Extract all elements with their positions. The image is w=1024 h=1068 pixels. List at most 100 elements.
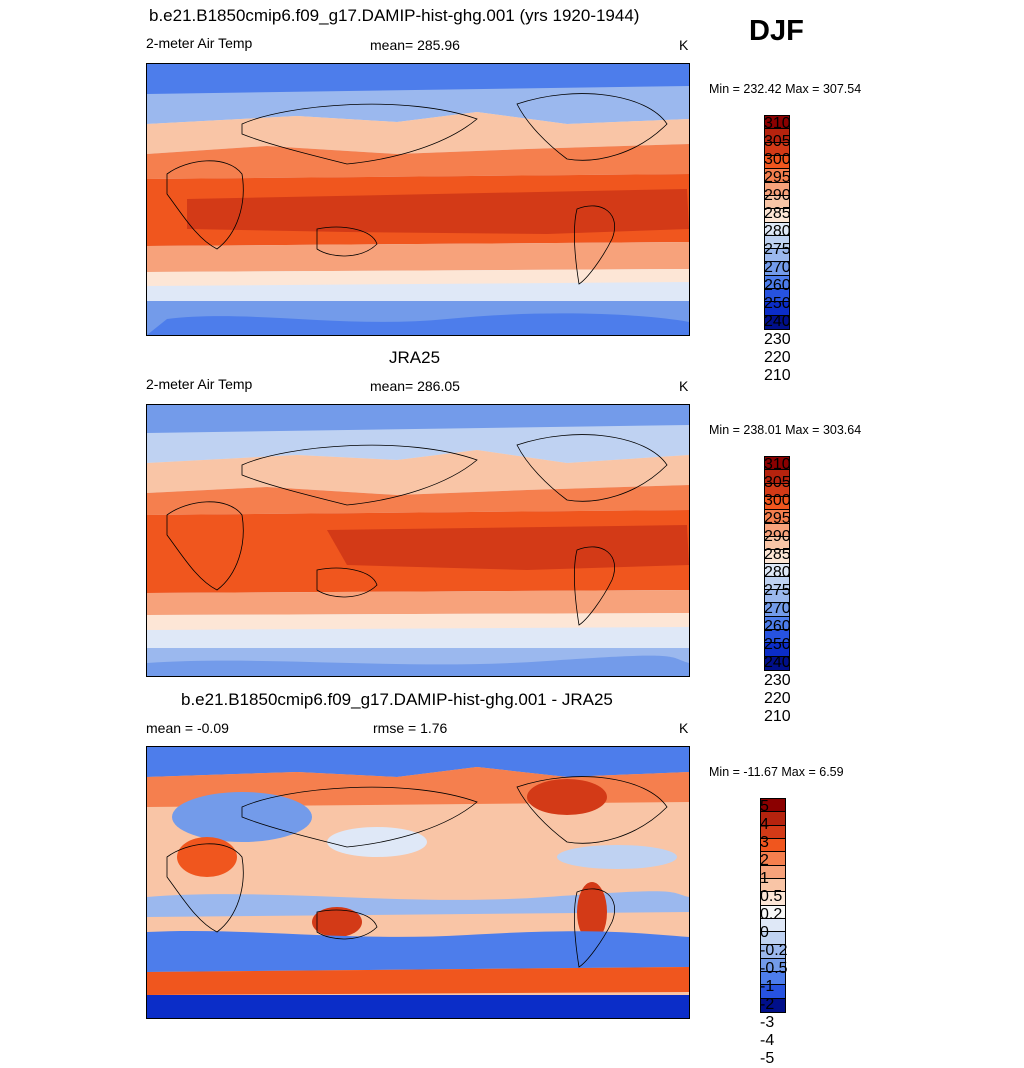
colorbar-tick-label: 2 [760,852,769,869]
colorbar-box [765,169,789,183]
panel1-temperature-field [147,64,689,335]
colorbar-tick-label: -0.2 [760,942,788,959]
colorbar-box [765,235,789,250]
colorbar-tick-label: 4 [760,816,769,833]
colorbar-box [765,603,789,617]
panel3-colorbar [760,798,786,1013]
colorbar-tick-label: 5 [760,798,769,815]
colorbar-box [765,155,789,170]
colorbar-box [761,865,785,879]
colorbar-tick-label: 3 [760,834,769,851]
colorbar-tick-label: 230 [764,331,791,348]
colorbar-box [761,852,785,866]
colorbar-box [761,825,785,839]
panel1-colorbar [764,115,790,330]
colorbar-tick-label: 290 [764,528,791,545]
panel3-title: b.e21.B1850cmip6.f09_g17.DAMIP-hist-ghg.… [181,690,613,709]
colorbar-box [765,315,789,329]
colorbar-box [765,195,789,210]
colorbar-tick-label: 0.2 [760,906,783,923]
colorbar-tick-label: 310 [764,456,791,473]
colorbar-box [765,116,789,130]
colorbar-box [765,590,789,604]
season-label: DJF [749,15,804,47]
colorbar-box [761,905,785,919]
colorbar-tick-label: 295 [764,510,791,527]
colorbar-box [765,550,789,564]
colorbar-tick-label: 300 [764,151,791,168]
colorbar-tick-label: 290 [764,187,791,204]
colorbar-tick-label: 280 [764,564,791,581]
colorbar-box [765,470,789,484]
colorbar-box [765,643,789,657]
colorbar-box [761,878,785,893]
colorbar-box [765,523,789,537]
colorbar-box [761,812,785,826]
colorbar-box [765,262,789,276]
panel3-difference-field [147,747,689,1018]
panel1-units-label: K [679,37,689,53]
colorbar-tick-label: 260 [764,618,791,635]
panel1-mean-label: mean= 285.96 [370,37,460,53]
colorbar-box [765,142,789,156]
panel1-colorbar-labels: 310 305 300 295 290 285 280 275 270 260 250 240 230 2… [764,115,824,384]
colorbar-tick-label: 240 [764,313,791,330]
colorbar-tick-label: 1 [760,870,769,887]
colorbar-box [761,932,785,946]
colorbar-box [761,945,785,959]
colorbar-box [765,182,789,196]
colorbar-box [765,275,789,290]
panel3-map [146,746,690,1019]
colorbar-tick-label: 285 [764,205,791,222]
colorbar-tick-label: -1 [760,978,775,995]
colorbar-tick-label: -4 [760,1032,775,1049]
colorbar-tick-label: -3 [760,1014,775,1031]
colorbar-box [765,457,789,471]
colorbar-box [765,289,789,303]
colorbar-box [761,892,785,906]
colorbar-box [761,838,785,853]
colorbar-box [765,563,789,577]
colorbar-box [765,656,789,670]
colorbar-box [765,510,789,524]
panel2-minmax: Min = 238.01 Max = 303.64 [709,423,862,437]
colorbar-tick-label: 310 [764,115,791,132]
colorbar-tick-label: 240 [764,654,791,671]
colorbar-tick-label: 275 [764,582,791,599]
colorbar-tick-label: 220 [764,690,791,707]
panel1-variable-label: 2-meter Air Temp [146,35,253,51]
colorbar-box [765,630,789,644]
colorbar-box [765,496,789,511]
colorbar-box [765,576,789,591]
colorbar-tick-label: 0.5 [760,888,783,905]
colorbar-box [765,302,789,316]
colorbar-tick-label: 300 [764,492,791,509]
colorbar-tick-label: 305 [764,474,791,491]
colorbar-tick-label: 305 [764,133,791,150]
colorbar-box [761,958,785,973]
panel3-units-label: K [679,720,689,736]
colorbar-tick-label: 275 [764,241,791,258]
colorbar-tick-label: 295 [764,169,791,186]
colorbar-box [761,985,785,999]
colorbar-tick-label: 280 [764,223,791,240]
colorbar-tick-label: 230 [764,672,791,689]
colorbar-tick-label: -0.5 [760,960,788,977]
colorbar-box [761,972,785,986]
colorbar-tick-label: 0 [760,924,769,941]
panel2-colorbar [764,456,790,671]
colorbar-tick-label: -2 [760,996,775,1013]
colorbar-tick-label: 210 [764,708,791,725]
colorbar-box [761,998,785,1012]
colorbar-box [765,483,789,497]
colorbar-box [765,222,789,236]
colorbar-box [765,129,789,143]
colorbar-box [765,209,789,223]
colorbar-box [765,536,789,551]
panel1-map [146,63,690,336]
colorbar-box [765,249,789,263]
panel1-title: b.e21.B1850cmip6.f09_g17.DAMIP-hist-ghg.… [149,6,640,25]
colorbar-tick-label: 270 [764,259,791,276]
colorbar-tick-label: 220 [764,349,791,366]
panel2-colorbar-labels: 310 305 300 295 290 285 280 275 270 260 250 240 230 2… [764,456,824,725]
